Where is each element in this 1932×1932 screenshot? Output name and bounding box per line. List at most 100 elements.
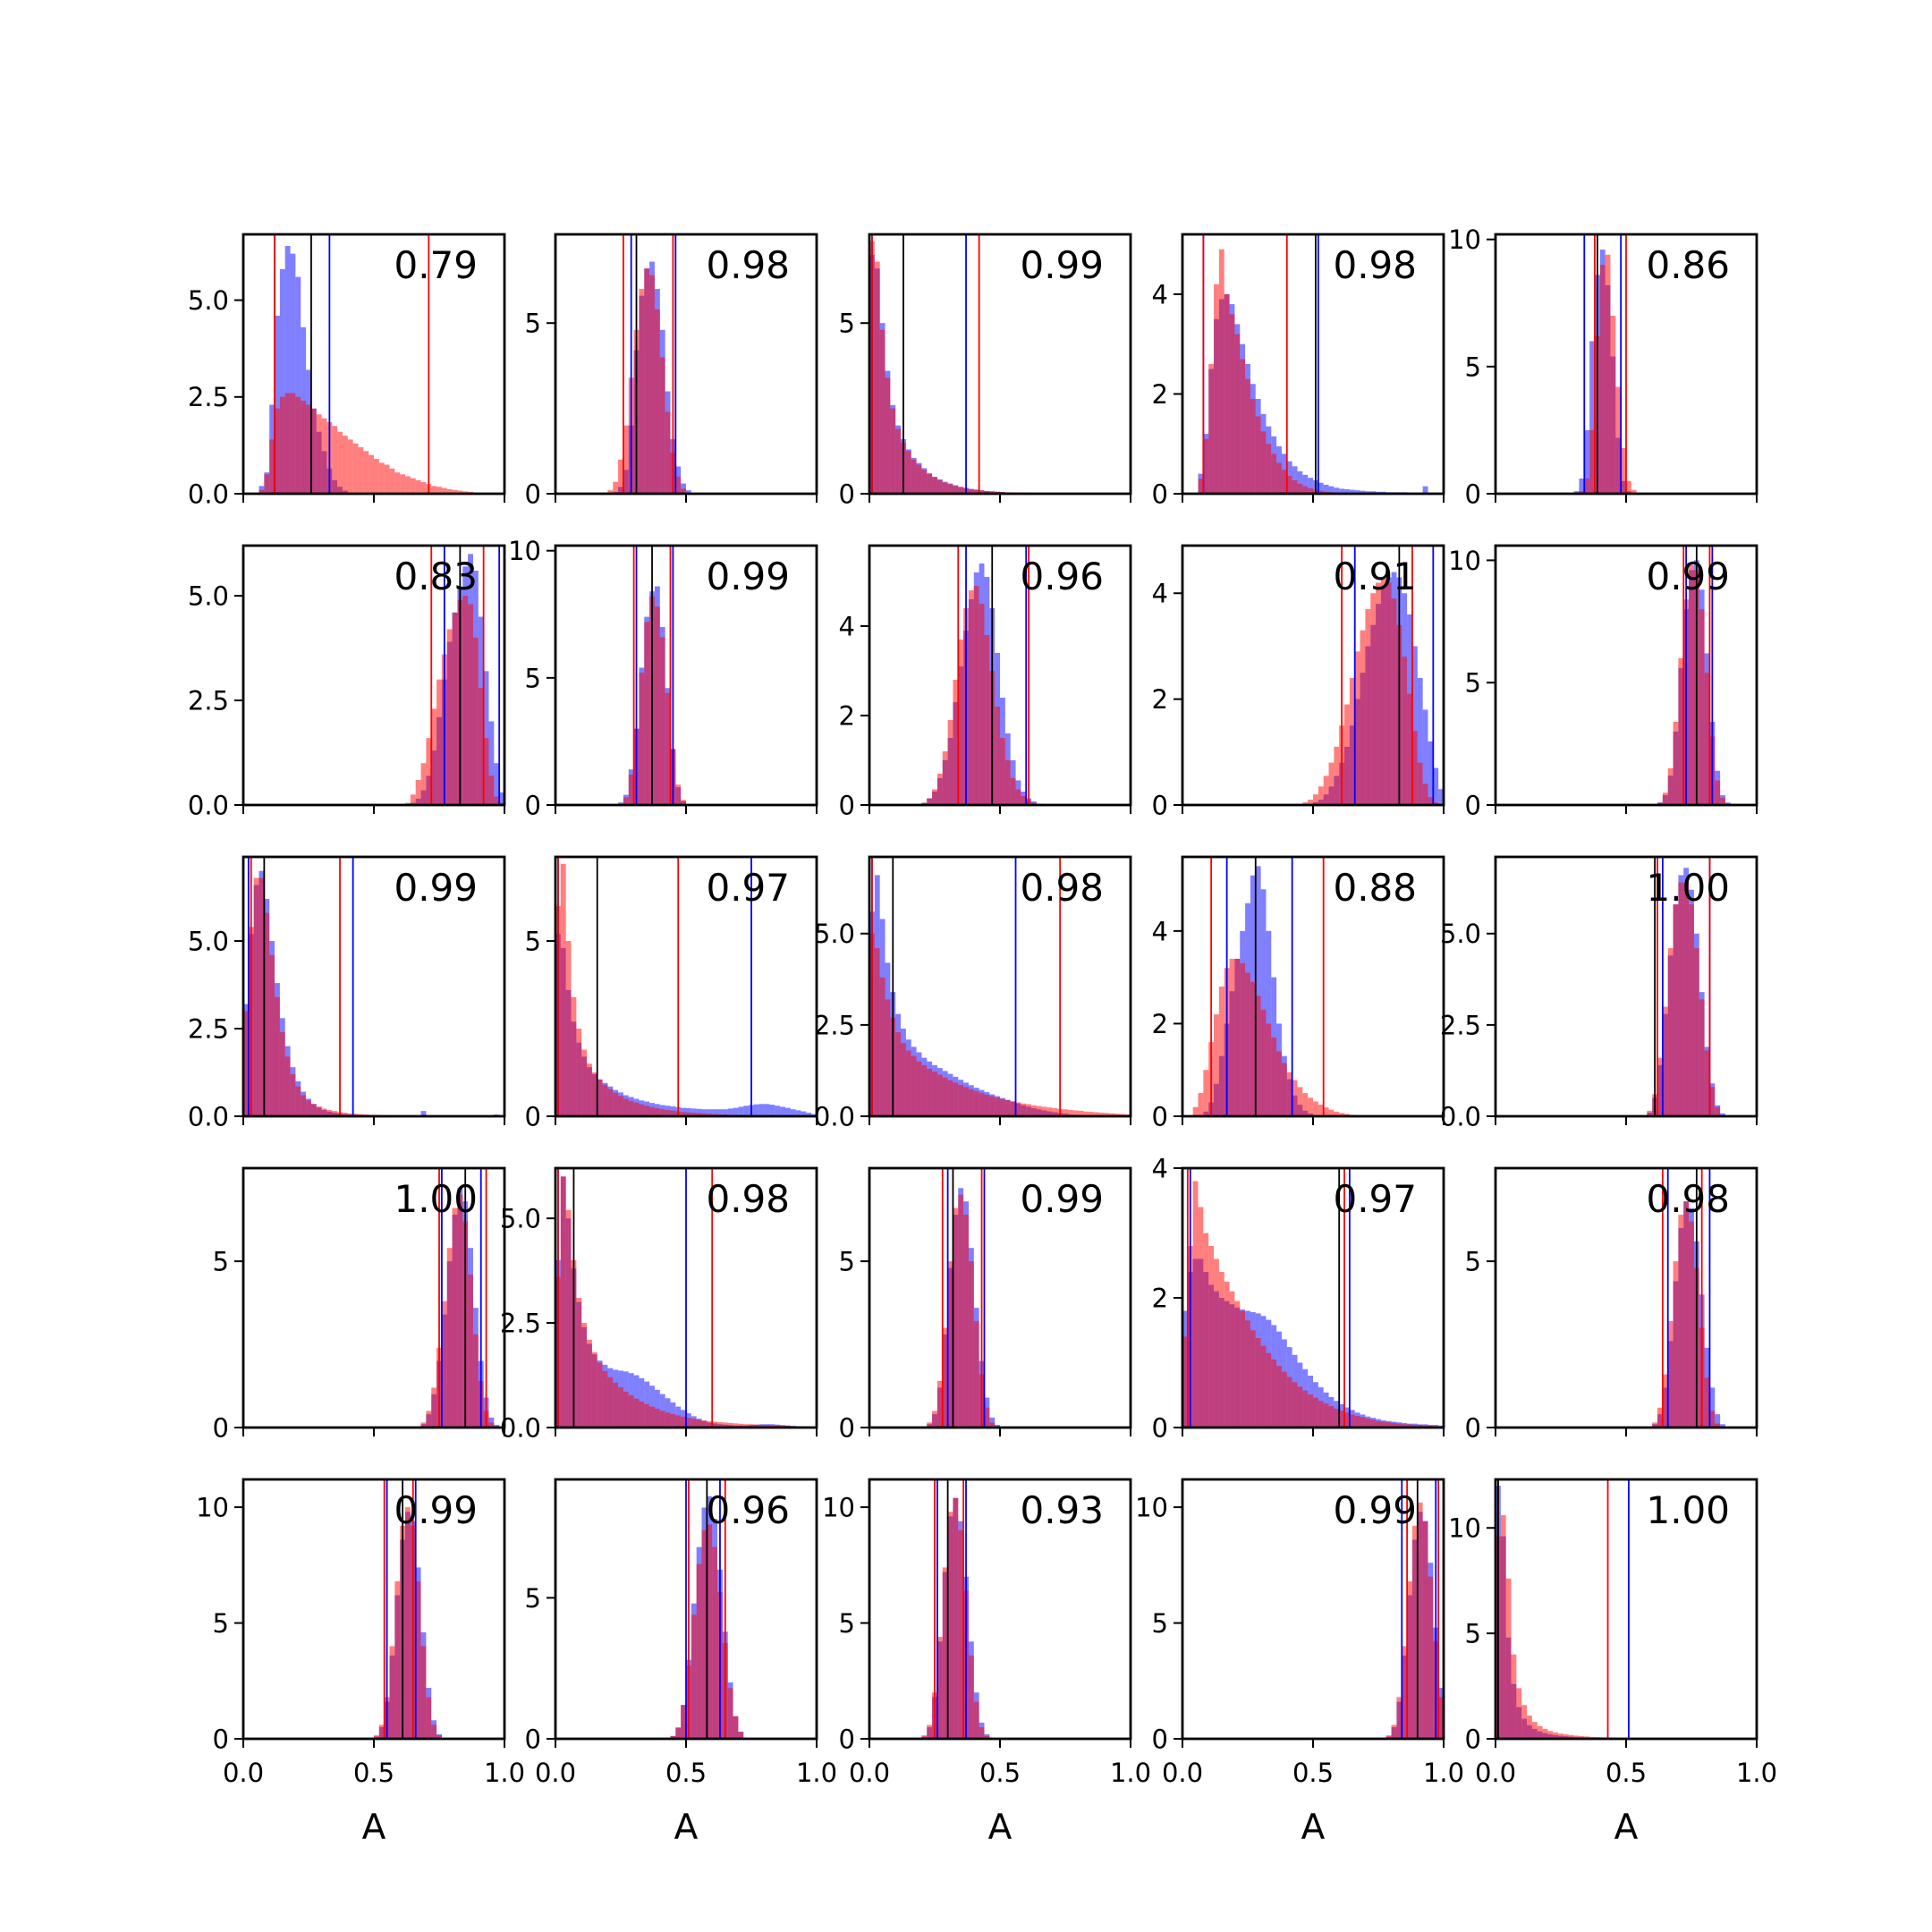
histogram-bar-blue (1709, 1387, 1716, 1428)
histogram-bar-red (389, 468, 395, 494)
histogram-bar-red (1323, 1403, 1329, 1428)
y-tick-label: 10 (1135, 1493, 1168, 1523)
histogram-bar-red (352, 443, 359, 494)
histogram-bar-red (1276, 1051, 1282, 1116)
histogram-bar-red (984, 490, 990, 494)
histogram-bar-red (369, 454, 374, 494)
histogram-bar-blue (1417, 677, 1423, 805)
panel-annotation-value: 0.98 (1020, 866, 1104, 910)
histogram-bar-red (1255, 416, 1261, 494)
x-tick-label: 0.5 (665, 1758, 707, 1788)
histogram-bar-red (670, 1110, 676, 1116)
histogram-bar-red (284, 393, 291, 494)
histogram-bar-blue (753, 1104, 759, 1116)
histogram-bar-red (1276, 1366, 1282, 1428)
histogram-bar-red (942, 1567, 948, 1739)
plot-area (869, 234, 1068, 494)
histogram-bar-red (1689, 1221, 1694, 1428)
histogram-bar-red (1229, 314, 1235, 494)
histogram-bar-red (953, 1497, 959, 1739)
histogram-bar-red (743, 1424, 750, 1428)
histogram-bar-red (1245, 972, 1250, 1116)
plot-area (1302, 546, 1444, 805)
histogram-bar-red (984, 1094, 990, 1116)
y-tick-label: 10 (822, 1493, 855, 1523)
histogram-bar-red (494, 796, 500, 805)
histogram-bar-red (958, 1084, 964, 1116)
histogram-bar-red (446, 1248, 453, 1428)
histogram-bar-red (644, 1403, 650, 1428)
y-tick-label: 5 (839, 1247, 855, 1277)
histogram-bar-red (1266, 444, 1272, 494)
histogram-bar-red (1260, 1345, 1267, 1428)
histogram-bar-red (1511, 1654, 1517, 1739)
histogram-bar-blue (696, 1108, 702, 1116)
histogram-bar-red (384, 464, 390, 494)
histogram-bar-red (332, 1111, 338, 1116)
y-tick-label: 0 (525, 790, 541, 820)
histogram-bar-red (591, 1072, 597, 1116)
y-tick-label: 4 (1152, 279, 1168, 309)
subplot-r3-c1: 0.0 2.5 5.0 0.98 (500, 1166, 818, 1443)
subplot-r4-c4: 0 5 10 0.0 0.5 1.0 A 1.00 (1448, 1478, 1777, 1848)
histogram-bar-red (753, 1424, 759, 1428)
histogram-bar-red (1385, 1422, 1392, 1428)
histogram-bar-red (1323, 1107, 1329, 1116)
histogram-bar-red (1214, 284, 1219, 494)
histogram-bar-red (927, 1724, 933, 1739)
histogram-bar-red (1605, 254, 1611, 494)
histogram-bar-red (947, 1080, 953, 1116)
histogram-bar-red (1218, 987, 1224, 1116)
histogram-bar-blue (691, 1108, 697, 1116)
histogram-bar-red (441, 487, 447, 494)
histogram-bar-red (472, 637, 479, 805)
histogram-bar-red (639, 289, 645, 494)
histogram-bar-red (905, 451, 911, 494)
histogram-bar-red (670, 1414, 676, 1428)
plot-area (670, 1479, 744, 1739)
plot-area (374, 1479, 442, 1739)
histogram-bar-red (879, 977, 886, 1116)
histogram-bar-red (984, 635, 990, 805)
histogram-bar-red (1709, 1087, 1716, 1116)
histogram-bar-red (389, 1646, 395, 1739)
histogram-bar-red (1334, 1408, 1340, 1428)
histogram-bar-red (431, 708, 437, 805)
histogram-bar-red (1599, 265, 1606, 494)
subplot-r3-c4: 050.98 (1465, 1166, 1758, 1443)
histogram-bar-blue (686, 490, 691, 494)
x-tick-label: 0.5 (979, 1758, 1021, 1788)
histogram-bar-red (1036, 1106, 1042, 1116)
plot-area (420, 1168, 500, 1428)
histogram-bar-red (1203, 1070, 1209, 1116)
histogram-bar-red (623, 1098, 629, 1116)
panel-annotation-value: 1.00 (394, 1177, 478, 1221)
histogram-bar-red (874, 948, 880, 1116)
histogram-bar-red (1318, 1401, 1324, 1428)
histogram-bar-blue (1422, 709, 1428, 805)
histogram-bar-red (1527, 1716, 1532, 1739)
histogram-bar-red (457, 490, 463, 494)
histogram-bar-red (363, 451, 369, 494)
histogram-bar-red (738, 1423, 744, 1428)
histogram-bar-red (1365, 1418, 1371, 1428)
histogram-bar-red (1297, 1087, 1303, 1116)
y-tick-label: 4 (1152, 1153, 1168, 1183)
histogram-bar-red (1407, 1580, 1412, 1739)
histogram-bar-red (337, 431, 343, 494)
histogram-bar-red (675, 476, 682, 494)
histogram-bar-red (1693, 948, 1699, 1116)
histogram-bar-red (1407, 693, 1412, 805)
histogram-bar-red (446, 488, 453, 494)
y-tick-label: 5.0 (188, 285, 229, 316)
histogram-bar-blue (1411, 646, 1418, 805)
histogram-bar-red (1292, 479, 1298, 494)
histogram-bar-red (733, 1423, 739, 1428)
histogram-bar-red (623, 1391, 629, 1428)
histogram-bar-blue (795, 1110, 801, 1116)
histogram-bar-red (1318, 490, 1324, 494)
plot-area (1647, 857, 1725, 1116)
histogram-bar-red (633, 1398, 640, 1428)
histogram-bar-red (1192, 1106, 1199, 1116)
histogram-bar-red (1610, 315, 1616, 494)
